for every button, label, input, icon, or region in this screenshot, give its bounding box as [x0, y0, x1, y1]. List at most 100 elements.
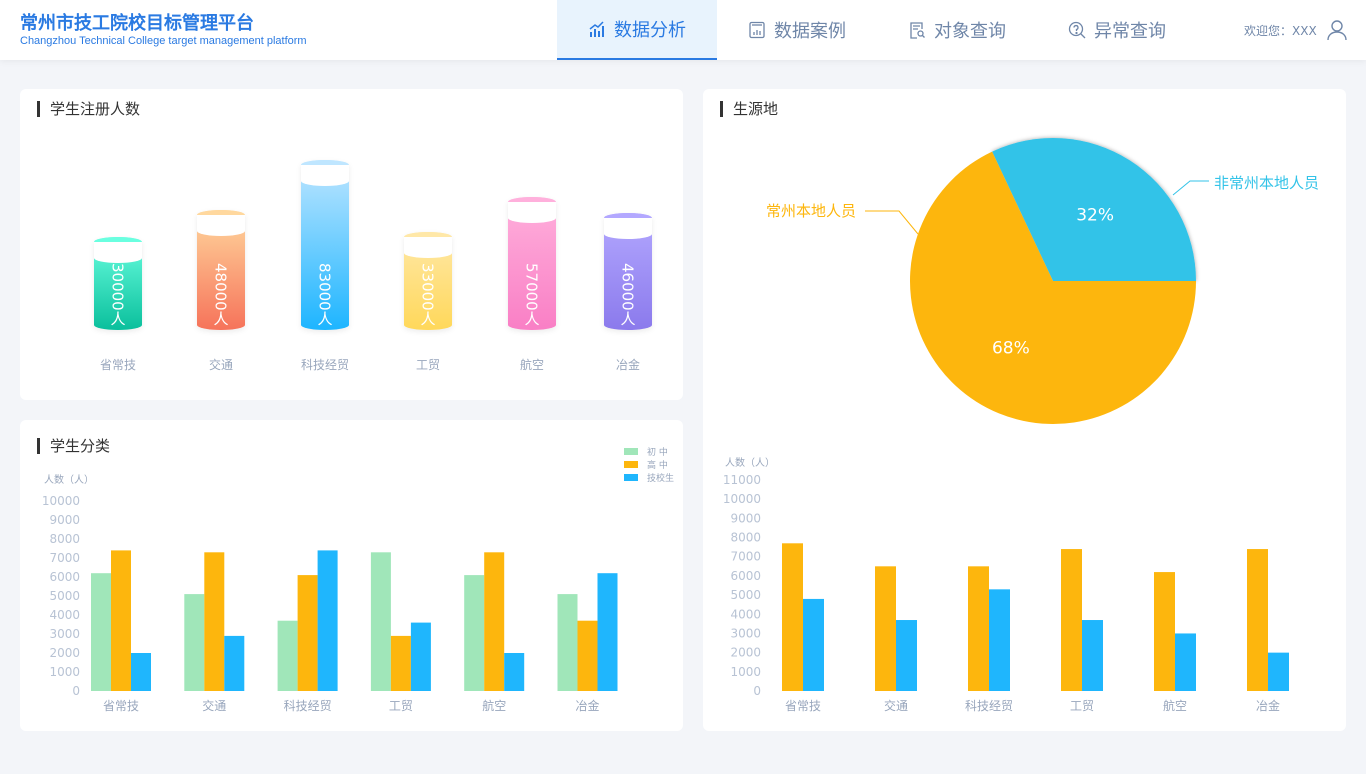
- bar: [184, 594, 205, 691]
- bar-value-label: 33000人: [418, 263, 437, 326]
- y-tick-label: 3000: [49, 627, 80, 641]
- bar: [410, 622, 431, 691]
- bar: [224, 635, 245, 691]
- cylinder-bar: 30000人: [94, 236, 142, 330]
- tab-label: 对象查询: [934, 21, 1006, 42]
- bar: [504, 653, 525, 691]
- bar: [1268, 652, 1289, 691]
- classification-card: 学生分类 人数（人） 0 1000 2000 3000 4000 5000 6000 7000 8…: [20, 420, 683, 731]
- legend-swatch: [624, 461, 638, 468]
- x-tick-label: 工贸: [415, 358, 440, 372]
- question-search-icon: [1068, 21, 1086, 39]
- bar: [390, 635, 411, 691]
- bar: [131, 653, 151, 691]
- bar: [297, 575, 318, 691]
- legend-label: 技校生: [647, 472, 674, 484]
- bar-chart-icon: [589, 21, 604, 37]
- card-title: 学生分类: [37, 438, 110, 454]
- document-search-icon: [910, 22, 925, 39]
- registration-card: 学生注册人数 30000人 省常技 48000人 交通 83000人 科技经贸 33000人…: [20, 89, 683, 400]
- tab-data-analysis[interactable]: 数据分析: [557, 0, 717, 60]
- x-tick-label: 省常技: [99, 358, 136, 372]
- bar-value-label: 46000人: [618, 263, 637, 326]
- bar: [111, 550, 131, 691]
- bar-value-label: 48000人: [211, 263, 230, 326]
- y-tick-label: 9000: [49, 513, 80, 527]
- bar: [1175, 633, 1196, 691]
- tab-label: 数据分析: [614, 20, 686, 41]
- x-tick-label: 科技经贸: [965, 699, 1013, 713]
- user-icon[interactable]: [1326, 19, 1348, 41]
- pie-slice: [992, 138, 1196, 281]
- y-tick-label: 7000: [49, 551, 80, 565]
- bar: [91, 573, 111, 691]
- cylinder-cap: [94, 236, 142, 263]
- x-tick-label: 交通: [208, 358, 233, 372]
- app-title: 常州市技工院校目标管理平台: [20, 13, 254, 34]
- pie-slice: [910, 151, 1196, 424]
- x-tick-label: 交通: [202, 698, 226, 713]
- x-tick-label: 航空: [1163, 698, 1187, 713]
- tab-object-query[interactable]: 对象查询: [877, 0, 1037, 60]
- bar: [597, 573, 618, 691]
- welcome-text: 欢迎您：XXX: [1244, 24, 1317, 38]
- x-tick-label: 工贸: [389, 699, 413, 713]
- card-title: 生源地: [720, 101, 778, 117]
- bar: [1154, 572, 1175, 691]
- y-tick-label: 9000: [730, 511, 761, 525]
- x-tick-label: 冶金: [575, 698, 599, 713]
- cylinder-cap: [508, 197, 556, 224]
- header: 常州市技工院校目标管理平台 Changzhou Technical Colleg…: [0, 0, 1366, 60]
- y-tick-label: 5000: [49, 589, 80, 603]
- bar: [1247, 549, 1268, 691]
- y-tick-label: 10000: [723, 492, 761, 506]
- x-tick-label: 工贸: [1070, 699, 1094, 713]
- x-tick-label: 冶金: [1256, 698, 1280, 713]
- leader-line: [1172, 180, 1209, 196]
- app-subtitle: Changzhou Technical College target manag…: [20, 35, 307, 47]
- y-axis-label: 人数（人）: [44, 473, 94, 486]
- bar: [1082, 620, 1103, 691]
- pie-percent-label: 68%: [992, 338, 1030, 358]
- bar: [803, 598, 824, 691]
- x-tick-label: 冶金: [615, 358, 640, 372]
- x-tick-label: 航空: [482, 698, 506, 713]
- tab-data-cases[interactable]: 数据案例: [717, 0, 877, 60]
- y-tick-label: 7000: [730, 550, 761, 564]
- y-tick-label: 10000: [42, 494, 80, 508]
- y-tick-label: 2000: [730, 646, 761, 660]
- y-axis-label: 人数（人）: [725, 456, 775, 469]
- bar: [204, 552, 225, 691]
- bar: [277, 620, 298, 691]
- bar: [557, 594, 578, 691]
- y-tick-label: 5000: [730, 588, 761, 602]
- bar: [370, 552, 391, 691]
- cylinder-cap: [604, 213, 652, 240]
- cylinder-bar: 83000人: [301, 159, 349, 330]
- y-tick-label: 8000: [49, 532, 80, 546]
- origin-bar-chart: 人数（人） 0 1000 2000 3000 4000 5000 6000 7000 8000 90…: [723, 456, 1289, 713]
- y-tick-label: 3000: [730, 626, 761, 640]
- bar: [484, 552, 505, 691]
- bar: [989, 589, 1010, 691]
- origin-card: 生源地 32% 68% 非常州本地人员 常州本地人员 人数（人） 0 1000 2000 30…: [703, 89, 1346, 731]
- pie-outer-label: 常州本地人员: [766, 202, 856, 220]
- classification-chart: 人数（人） 0 1000 2000 3000 4000 5000 6000 7000 8000 90…: [42, 446, 674, 713]
- tab-label: 数据案例: [774, 21, 846, 42]
- y-tick-label: 11000: [723, 473, 761, 487]
- y-tick-label: 4000: [49, 608, 80, 622]
- bar: [1061, 549, 1082, 691]
- legend-label: 初 中: [647, 446, 668, 458]
- cylinder-bar: 48000人: [197, 210, 245, 330]
- x-tick-label: 科技经贸: [300, 358, 349, 372]
- tab-exception-query[interactable]: 异常查询: [1037, 0, 1197, 60]
- x-tick-label: 省常技: [103, 699, 139, 713]
- bar: [317, 550, 338, 691]
- bar: [577, 620, 598, 691]
- x-tick-label: 交通: [884, 698, 908, 713]
- y-tick-label: 2000: [49, 646, 80, 660]
- bar-value-label: 57000人: [522, 263, 541, 326]
- pie-percent-label: 32%: [1076, 206, 1114, 226]
- bar: [875, 566, 896, 691]
